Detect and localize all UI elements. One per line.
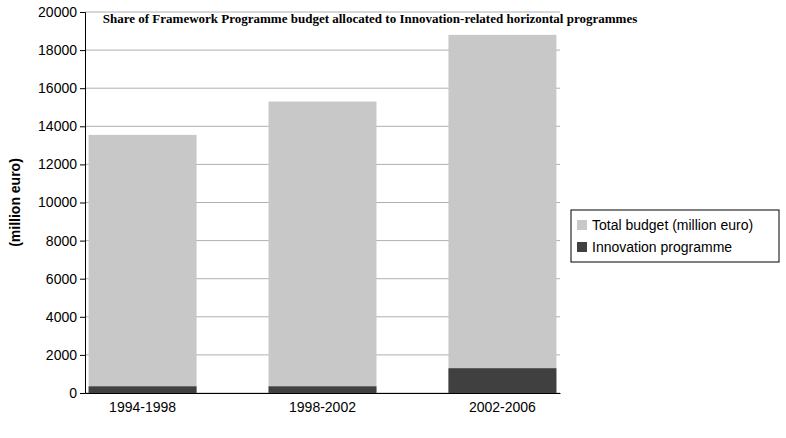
y-tick-mark [80, 12, 85, 13]
y-tick: 4000 [46, 309, 85, 325]
bar [448, 368, 556, 393]
chart: 0 2000 4000 6000 8000 10000 12000 14000 16000 180… [0, 0, 786, 438]
y-tick-mark [80, 393, 85, 394]
y-tick-mark [80, 317, 85, 318]
bar [89, 135, 197, 393]
legend-label: Total budget (million euro) [592, 217, 753, 233]
y-tick-mark [80, 50, 85, 51]
y-tick-label: 12000 [38, 156, 77, 172]
y-tick: 0 [69, 385, 85, 401]
legend-box [571, 210, 779, 262]
title: Share of Framework Programme budget allo… [103, 11, 638, 26]
x-tick-label: 1998-2002 [289, 399, 356, 415]
series [89, 368, 557, 393]
y-tick: 10000 [38, 194, 85, 210]
x-axis-line [86, 393, 561, 394]
y-axis: 0 2000 4000 6000 8000 10000 12000 14000 16000 180… [38, 4, 85, 401]
y-tick: 18000 [38, 42, 85, 58]
y-tick: 8000 [46, 233, 85, 249]
x-axis: 1994-1998 1998-2002 2002-2006 [86, 393, 561, 415]
bars [89, 35, 557, 393]
x-tick: 1998-2002 [289, 393, 356, 415]
bar [269, 386, 377, 393]
y-tick: 20000 [38, 4, 85, 20]
y-tick-label: 6000 [46, 271, 77, 287]
x-tick-label: 1994-1998 [109, 399, 176, 415]
legend: Total budget (million euro) Innovation pr… [571, 210, 779, 262]
y-tick-label: 4000 [46, 309, 77, 325]
y-tick-label: 10000 [38, 194, 77, 210]
y-tick-mark [80, 355, 85, 356]
y-tick: 12000 [38, 156, 85, 172]
grid [85, 12, 560, 393]
bar [89, 386, 197, 393]
y-tick-label: 8000 [46, 233, 77, 249]
y-tick: 14000 [38, 118, 85, 134]
y-tick-mark [80, 241, 85, 242]
x-tick-label: 2002-2006 [469, 399, 536, 415]
legend-swatch [577, 220, 587, 230]
y-tick: 6000 [46, 271, 85, 287]
y-tick-mark [80, 88, 85, 89]
y-axis-title: (million euro) [7, 158, 23, 247]
legend-swatch [577, 242, 587, 252]
y-tick-mark [80, 126, 85, 127]
y-tick-label: 14000 [38, 118, 77, 134]
x-tick: 1994-1998 [109, 393, 176, 415]
series [89, 35, 557, 393]
y-tick-label: 20000 [38, 4, 77, 20]
y-tick-label: 2000 [46, 347, 77, 363]
y-tick: 16000 [38, 80, 85, 96]
y-tick: 2000 [46, 347, 85, 363]
title-line: Share of Framework Programme budget allo… [103, 11, 638, 26]
y-tick-label: 0 [69, 385, 77, 401]
bar [448, 35, 556, 393]
x-tick: 2002-2006 [469, 393, 536, 415]
legend-label: Innovation programme [592, 239, 732, 255]
y-tick-mark [80, 164, 85, 165]
bar [269, 102, 377, 393]
y-tick-mark [80, 203, 85, 204]
y-tick-label: 18000 [38, 42, 77, 58]
y-tick-label: 16000 [38, 80, 77, 96]
y-tick-mark [80, 279, 85, 280]
y-axis-line [80, 13, 86, 394]
